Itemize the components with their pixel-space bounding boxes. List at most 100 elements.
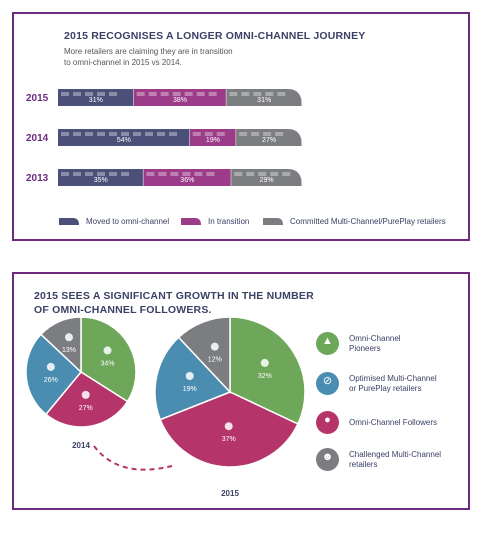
pie-year-label: 2015 xyxy=(221,489,239,498)
train-window xyxy=(253,92,262,96)
train-segment xyxy=(58,169,144,186)
train-icon xyxy=(263,218,283,225)
legend-optimised: ⊘ Optimised Multi-Channel or PurePlay ret… xyxy=(316,372,459,395)
train-window xyxy=(172,92,181,96)
legend-transition-label: In transition xyxy=(208,217,250,226)
train-value-label: 38% xyxy=(173,97,187,104)
train-window xyxy=(158,172,167,176)
train-window xyxy=(241,92,250,96)
train-window xyxy=(196,92,205,96)
train-icon xyxy=(59,218,79,225)
train-icon xyxy=(181,218,201,225)
train-window xyxy=(109,172,117,176)
train-window xyxy=(239,132,248,136)
train-chart-panel: 2015 RECOGNISES A LONGER OMNI-CHANNEL JO… xyxy=(12,12,470,241)
train-window xyxy=(109,132,117,136)
train-window xyxy=(61,172,69,176)
legend-pioneers: ▲ Omni-Channel Pioneers xyxy=(316,332,459,355)
train-value-label: 31% xyxy=(89,97,103,104)
pie-slice xyxy=(177,316,231,394)
train-window xyxy=(192,132,201,136)
train-window xyxy=(160,92,169,96)
train-value-label: 29% xyxy=(260,177,274,184)
legend-followers-l1: Omni-Channel Followers xyxy=(349,417,438,427)
train-window xyxy=(146,172,155,176)
train-chart: 2015 31% 38% 31% 2014 54% 19% 27% 2013 35% 36% 29% xyxy=(26,89,303,186)
panel2-title-line-2: OF OMNI-CHANNEL FOLLOWERS. xyxy=(34,304,212,316)
train-segment xyxy=(236,129,302,146)
train-window xyxy=(270,172,279,176)
legend-challenged-l2: retailers xyxy=(349,459,378,469)
pie-value-label: 12% xyxy=(208,357,222,364)
mountain-flag-icon: ▲ xyxy=(316,332,339,355)
train-window xyxy=(204,132,213,136)
train-segment xyxy=(143,169,232,186)
year-label: 2014 xyxy=(26,133,49,144)
pie-value-label: 34% xyxy=(101,360,115,367)
train-window xyxy=(277,92,286,96)
legend-followers: ● Omni-Channel Followers xyxy=(316,411,459,434)
train-window xyxy=(208,92,217,96)
slice-icon xyxy=(46,362,55,371)
head-lightbulb-icon: ☻ xyxy=(316,448,339,471)
pie-slice xyxy=(25,333,83,416)
train-window xyxy=(136,92,145,96)
panel2-title-line-1: 2015 SEES A SIGNIFICANT GROWTH IN THE NU… xyxy=(34,290,314,302)
pie-value-label: 13% xyxy=(62,347,76,354)
train-window xyxy=(194,172,203,176)
pie-year-label: 2014 xyxy=(72,441,90,450)
panel1-title: 2015 RECOGNISES A LONGER OMNI-CHANNEL JO… xyxy=(64,30,366,42)
legend-moved-label: Moved to omni-channel xyxy=(86,217,170,226)
train-window xyxy=(169,132,177,136)
train-window xyxy=(282,172,291,176)
train-window xyxy=(145,132,153,136)
train-window xyxy=(265,92,274,96)
slice-icon xyxy=(64,333,73,342)
pie-value-label: 19% xyxy=(183,386,197,393)
pie-slice xyxy=(44,371,129,428)
legend-pioneers-l1: Omni-Channel xyxy=(349,333,401,343)
train-window xyxy=(61,92,69,96)
train-window xyxy=(251,132,260,136)
train-window xyxy=(148,92,157,96)
train-window xyxy=(246,172,255,176)
panel2-title: 2015 SEES A SIGNIFICANT GROWTH IN THE NU… xyxy=(34,289,314,317)
pie-value-label: 26% xyxy=(44,377,58,384)
train-window xyxy=(61,132,69,136)
train-window xyxy=(275,132,284,136)
train-window xyxy=(229,92,238,96)
pie-chart-panel: 2015 SEES A SIGNIFICANT GROWTH IN THE NU… xyxy=(12,272,470,510)
slice-icon xyxy=(260,358,269,367)
train-window xyxy=(263,132,272,136)
train-window xyxy=(133,132,141,136)
train-value-label: 36% xyxy=(180,177,194,184)
train-value-label: 54% xyxy=(117,137,131,144)
train-window xyxy=(258,172,267,176)
subtitle-line-2: to omni-channel in 2015 vs 2014. xyxy=(64,58,182,67)
compass-icon: ⊘ xyxy=(316,372,339,395)
legend-committed-label: Committed Multi-Channel/PurePlay retaile… xyxy=(290,217,446,226)
panel1-subtitle: More retailers are claiming they are in … xyxy=(64,46,233,68)
train-window xyxy=(97,92,105,96)
train-window xyxy=(85,172,93,176)
legend-challenged: ☻ Challenged Multi-Channel retailers xyxy=(316,448,459,471)
legend-challenged-l1: Challenged Multi-Channel xyxy=(349,449,442,459)
legend-optimised-l1: Optimised Multi-Channel xyxy=(349,373,437,383)
train-value-label: 19% xyxy=(206,137,220,144)
year-label: 2013 xyxy=(26,173,49,184)
connector-arrow xyxy=(93,445,173,471)
train-window xyxy=(157,132,165,136)
legend-committed: Committed Multi-Channel/PurePlay retaile… xyxy=(262,217,446,226)
train-segment xyxy=(226,89,302,106)
train-segment xyxy=(133,89,227,106)
train-value-label: 27% xyxy=(262,137,276,144)
pie-value-label: 27% xyxy=(79,405,93,412)
legend-pioneers-l2: Pioneers xyxy=(349,343,381,353)
legend-moved: Moved to omni-channel xyxy=(58,217,169,226)
train-window xyxy=(234,172,243,176)
train-window xyxy=(85,92,93,96)
train-value-label: 31% xyxy=(257,97,271,104)
train-window xyxy=(85,132,93,136)
subtitle-line-1: More retailers are claiming they are in … xyxy=(64,47,233,56)
train-window xyxy=(182,172,191,176)
